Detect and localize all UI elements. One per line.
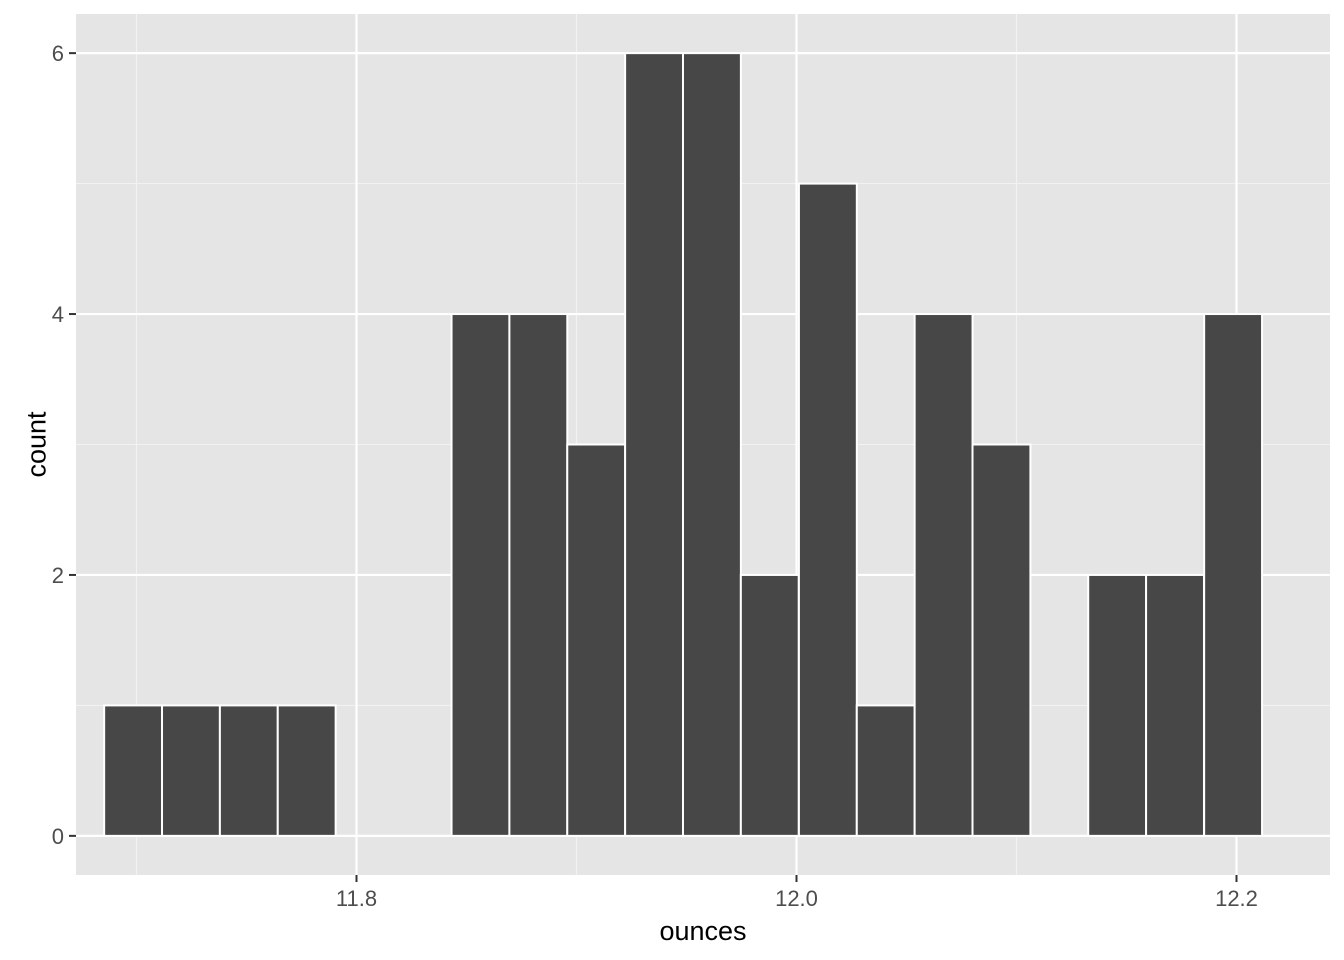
y-tick-label: 4 <box>52 302 64 327</box>
x-tick-label: 12.0 <box>775 886 818 911</box>
histogram-bar <box>855 704 916 837</box>
x-axis: 11.8 12.0 12.2 <box>336 875 1258 911</box>
histogram-bars <box>103 52 1264 837</box>
histogram-bar <box>566 443 627 837</box>
histogram-bar <box>739 573 800 837</box>
histogram-bar <box>508 313 569 837</box>
histogram-bar <box>913 313 974 837</box>
y-tick-label: 6 <box>52 41 64 66</box>
histogram-bar <box>971 443 1032 837</box>
y-tick-label: 2 <box>52 563 64 588</box>
histogram-bar <box>1087 573 1148 837</box>
y-axis-title: count <box>21 411 51 478</box>
x-axis-title: ounces <box>659 916 746 946</box>
y-tick-label: 0 <box>52 824 64 849</box>
histogram-bar <box>276 704 337 837</box>
histogram-bar <box>161 704 221 837</box>
histogram-bar <box>797 182 858 837</box>
histogram-bar <box>681 52 742 837</box>
histogram-bar <box>103 704 164 837</box>
x-tick-label: 12.2 <box>1215 886 1258 911</box>
histogram-bar <box>450 313 511 837</box>
histogram-bar <box>218 704 279 837</box>
histogram-bar <box>1145 573 1205 837</box>
histogram-bar <box>1203 313 1264 837</box>
histogram-bar <box>624 52 685 837</box>
x-tick-label: 11.8 <box>336 886 377 911</box>
y-axis: 0 2 4 6 <box>52 41 76 849</box>
